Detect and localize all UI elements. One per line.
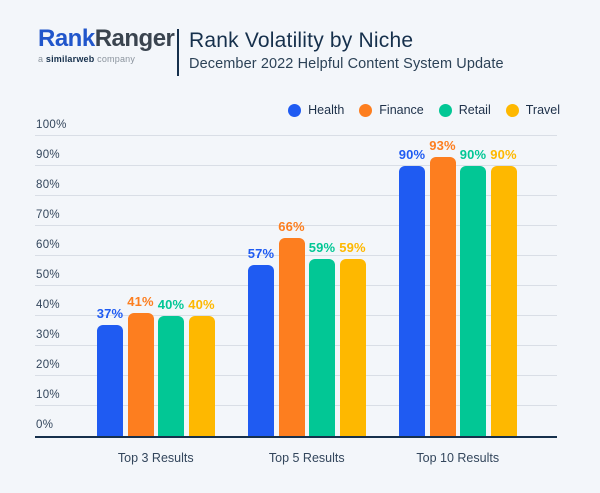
bar-health-1 (97, 325, 123, 436)
bar-travel-2 (339, 259, 366, 436)
finance-legend-dot-icon (359, 103, 373, 117)
bar-travel-3 (490, 166, 517, 436)
chart-subtitle: December 2022 Helpful Content System Upd… (189, 56, 504, 72)
legend-label: Finance (379, 103, 424, 117)
bar-value-label: 90% (398, 147, 426, 162)
bar-finance-1 (127, 313, 154, 436)
y-axis-tick-label: 30% (36, 328, 60, 341)
bar-value-label: 40% (157, 297, 185, 312)
rankranger-logo: RankRanger a similarweb company (38, 25, 175, 65)
health-legend-dot-icon (288, 103, 302, 117)
bar-value-label: 59% (339, 240, 366, 255)
logo-tagline: a similarweb company (38, 54, 174, 64)
bar-retail-3 (460, 166, 486, 436)
bar-value-label: 66% (278, 219, 305, 234)
logo-tagline-brand: similarweb (45, 54, 95, 64)
bar-finance-3 (429, 157, 456, 436)
bar-retail-2 (309, 259, 335, 436)
y-axis-tick-label: 60% (36, 238, 60, 251)
y-axis-tick-label: 50% (36, 268, 60, 281)
x-axis-category-label: Top 3 Results (117, 451, 194, 465)
legend-label: Retail (458, 103, 491, 117)
gridline-90 (35, 165, 557, 166)
gridline-100 (35, 135, 557, 136)
logo-tagline-suffix: company (94, 54, 136, 64)
bar-travel-1 (188, 316, 215, 436)
legend-item-travel: Travel (505, 103, 560, 117)
bar-value-label: 90% (490, 147, 517, 162)
bar-value-label: 93% (429, 138, 456, 153)
chart-legend: Health Finance Retail Travel (288, 103, 560, 117)
bar-value-label: 59% (308, 240, 336, 255)
bar-value-label: 57% (247, 246, 275, 261)
y-axis-tick-label: 70% (36, 208, 60, 221)
plot-area: 0% 10% 20% 30% 40% 50% 60% 70% 80% 90% 100% 37% 57% 9… (35, 119, 557, 465)
x-axis-category-label: Top 10 Results (416, 451, 500, 465)
y-axis-tick-label: 90% (36, 148, 60, 161)
logo-rank-text: Rank (38, 25, 95, 52)
travel-legend-dot-icon (505, 103, 519, 117)
legend-item-retail: Retail (438, 103, 491, 117)
y-axis-tick-label: 0% (36, 418, 54, 431)
retail-legend-dot-icon (438, 103, 452, 117)
bar-health-2 (248, 265, 274, 436)
y-axis-tick-label: 40% (36, 298, 60, 311)
bar-value-label: 41% (127, 294, 154, 309)
y-axis-tick-label: 80% (36, 178, 60, 191)
gridline-80 (35, 195, 557, 196)
legend-label: Health (308, 103, 345, 117)
bar-value-label: 90% (459, 147, 487, 162)
gridline-70 (35, 225, 557, 226)
legend-item-finance: Finance (359, 103, 424, 117)
bar-health-3 (399, 166, 425, 436)
y-axis-tick-label: 100% (36, 118, 67, 131)
header-divider (177, 29, 179, 76)
rankranger-logo-wordmark: RankRanger (38, 25, 175, 52)
bar-finance-2 (278, 238, 305, 436)
y-axis-tick-label: 20% (36, 358, 60, 371)
bar-value-label: 37% (96, 306, 124, 321)
logo-ranger-text: Ranger (94, 25, 175, 52)
bar-retail-1 (158, 316, 184, 436)
y-axis-tick-label: 10% (36, 388, 60, 401)
bar-value-label: 40% (188, 297, 215, 312)
legend-label: Travel (525, 103, 560, 117)
chart-title: Rank Volatility by Niche (189, 29, 414, 52)
logo-tagline-prefix: a (38, 54, 46, 64)
legend-item-health: Health (288, 103, 344, 117)
x-axis-category-label: Top 5 Results (268, 451, 345, 465)
